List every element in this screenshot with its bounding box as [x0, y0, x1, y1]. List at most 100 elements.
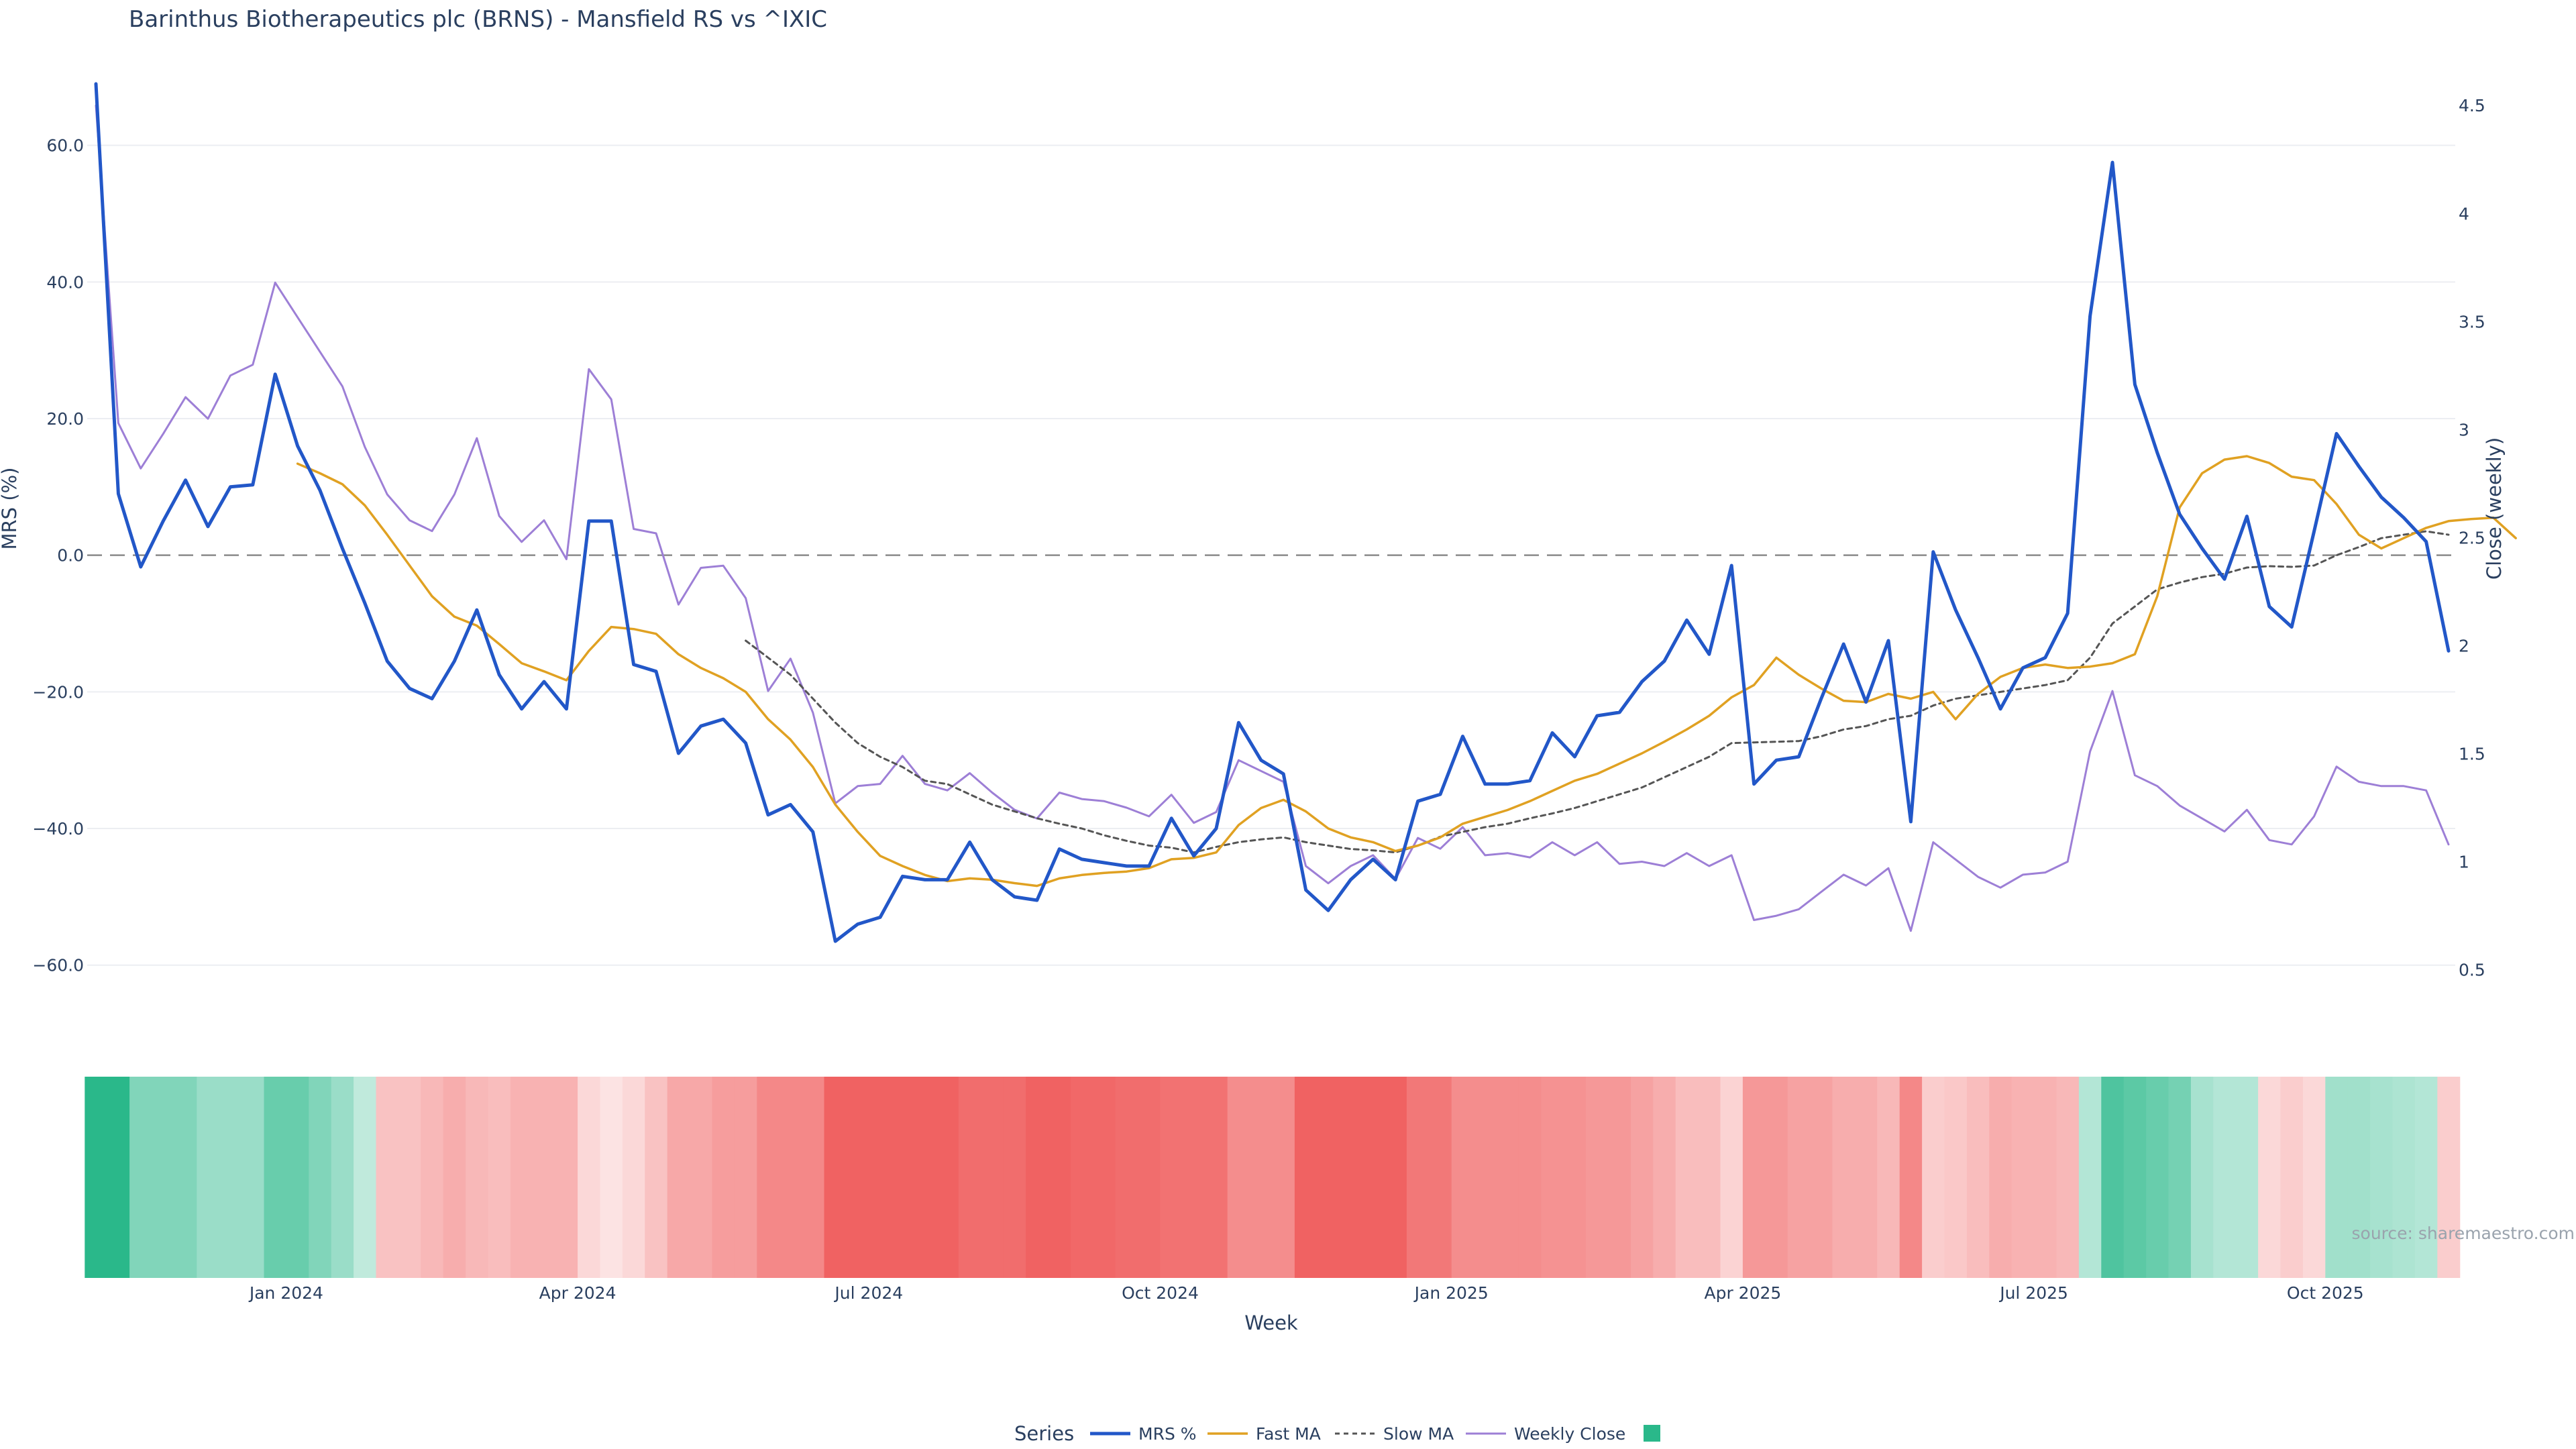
- heat-cell: [510, 1077, 533, 1278]
- heat-cell: [2370, 1077, 2394, 1278]
- heat-cell: [2146, 1077, 2169, 1278]
- heat-cell: [174, 1077, 197, 1278]
- heat-cell: [2168, 1077, 2192, 1278]
- legend-label: Fast MA: [1256, 1424, 1321, 1444]
- heat-cell: [1989, 1077, 2012, 1278]
- heat-cell: [690, 1077, 713, 1278]
- heat-cell: [1653, 1077, 1676, 1278]
- heat-cell: [779, 1077, 802, 1278]
- heat-cell: [2056, 1077, 2080, 1278]
- series-line-weekly-close: [95, 104, 2450, 932]
- heat-cell: [533, 1077, 556, 1278]
- y-tick-label: 20.0: [46, 409, 84, 429]
- heat-cell: [1877, 1077, 1900, 1278]
- heat-cell: [2034, 1077, 2057, 1278]
- y-axis-right-ticks: 4.5 4 3.5 3 2.5 2 1.5 1 0.5: [2459, 96, 2485, 979]
- y2-tick-label: 3: [2459, 420, 2469, 439]
- heat-cell: [2302, 1077, 2326, 1278]
- heat-cell: [667, 1077, 690, 1278]
- heat-cell: [1317, 1077, 1340, 1278]
- heat-cell: [1541, 1077, 1564, 1278]
- y-axis-left-ticks: 60.0 40.0 20.0 0.0 −20.0 −40.0 −60.0: [32, 136, 84, 975]
- heat-cell: [2011, 1077, 2035, 1278]
- heat-cell: [600, 1077, 623, 1278]
- heat-cell: [1003, 1077, 1026, 1278]
- heat-cell: [152, 1077, 175, 1278]
- heat-cell: [981, 1077, 1004, 1278]
- y2-tick-label: 4: [2459, 204, 2469, 223]
- heat-cell: [2347, 1077, 2371, 1278]
- heat-cell: [555, 1077, 578, 1278]
- heat-cell: [1451, 1077, 1474, 1278]
- heat-cell: [2235, 1077, 2259, 1278]
- heat-cell: [891, 1077, 914, 1278]
- grid-lines: [87, 144, 2455, 966]
- heat-cell: [2101, 1077, 2125, 1278]
- heat-cell: [734, 1077, 757, 1278]
- heat-cell: [1429, 1077, 1452, 1278]
- heat-cell: [1675, 1077, 1699, 1278]
- y-axis-title: MRS (%): [0, 468, 21, 550]
- heat-cell: [219, 1077, 242, 1278]
- x-tick-label: Apr 2025: [1704, 1283, 1781, 1303]
- heat-cell: [1070, 1077, 1093, 1278]
- heat-cell: [1138, 1077, 1161, 1278]
- heat-cell: [824, 1077, 847, 1278]
- heat-cell: [1384, 1077, 1407, 1278]
- x-tick-label: Jul 2024: [833, 1283, 903, 1303]
- x-axis-ticks: Jan 2024 Apr 2024 Jul 2024 Oct 2024 Jan 2025…: [248, 1283, 2364, 1303]
- legend-label: Slow MA: [1383, 1424, 1454, 1444]
- legend-label: MRS %: [1138, 1424, 1197, 1444]
- heat-cell: [2437, 1077, 2461, 1278]
- heat-cell: [1115, 1077, 1138, 1278]
- heat-cell: [712, 1077, 735, 1278]
- heat-cell: [1608, 1077, 1631, 1278]
- heat-cell: [869, 1077, 892, 1278]
- x-tick-label: Jan 2024: [248, 1283, 323, 1303]
- heat-cell: [1854, 1077, 1878, 1278]
- heat-cell: [1899, 1077, 1923, 1278]
- y-tick-label: −20.0: [32, 682, 84, 702]
- heat-cell: [1406, 1077, 1430, 1278]
- heat-cell: [2325, 1077, 2349, 1278]
- heat-cell: [1339, 1077, 1362, 1278]
- y-tick-label: 0.0: [57, 546, 84, 566]
- series-line-fast-ma: [296, 455, 2517, 888]
- legend-swatch-heat: [1644, 1425, 1660, 1442]
- heat-cell: [645, 1077, 668, 1278]
- y2-tick-label: 1: [2459, 853, 2469, 872]
- heat-cell: [1294, 1077, 1318, 1278]
- heat-cell: [1496, 1077, 1519, 1278]
- heat-cell: [1160, 1077, 1183, 1278]
- heat-cell: [2280, 1077, 2304, 1278]
- heat-cell: [1720, 1077, 1743, 1278]
- heat-cell: [2078, 1077, 2102, 1278]
- heat-cell: [1563, 1077, 1587, 1278]
- heat-cell: [936, 1077, 959, 1278]
- legend-title: Series: [1014, 1422, 1074, 1445]
- x-tick-label: Jan 2025: [1413, 1283, 1489, 1303]
- heat-cell: [241, 1077, 265, 1278]
- heat-cell: [1832, 1077, 1856, 1278]
- heat-cell: [2213, 1077, 2237, 1278]
- heat-cell: [443, 1077, 466, 1278]
- heat-cell: [846, 1077, 869, 1278]
- heat-cell: [376, 1077, 399, 1278]
- heat-cell: [1742, 1077, 1766, 1278]
- heat-cell: [85, 1077, 108, 1278]
- heat-cell: [914, 1077, 937, 1278]
- heat-cell: [488, 1077, 511, 1278]
- heat-strip: [85, 1077, 2461, 1278]
- heat-cell: [1182, 1077, 1205, 1278]
- y-tick-label: 60.0: [46, 136, 84, 156]
- heat-cell: [1922, 1077, 1945, 1278]
- series-lines: [94, 82, 2517, 943]
- heat-cell: [2392, 1077, 2416, 1278]
- heat-cell: [107, 1077, 130, 1278]
- legend: Series MRS % Fast MA Slow MA Weekly Close: [1014, 1422, 1660, 1445]
- y-tick-label: −40.0: [32, 819, 84, 839]
- heat-cell: [1093, 1077, 1116, 1278]
- y2-tick-label: 0.5: [2459, 961, 2485, 980]
- heat-cell: [197, 1077, 220, 1278]
- x-tick-label: Oct 2025: [2287, 1283, 2364, 1303]
